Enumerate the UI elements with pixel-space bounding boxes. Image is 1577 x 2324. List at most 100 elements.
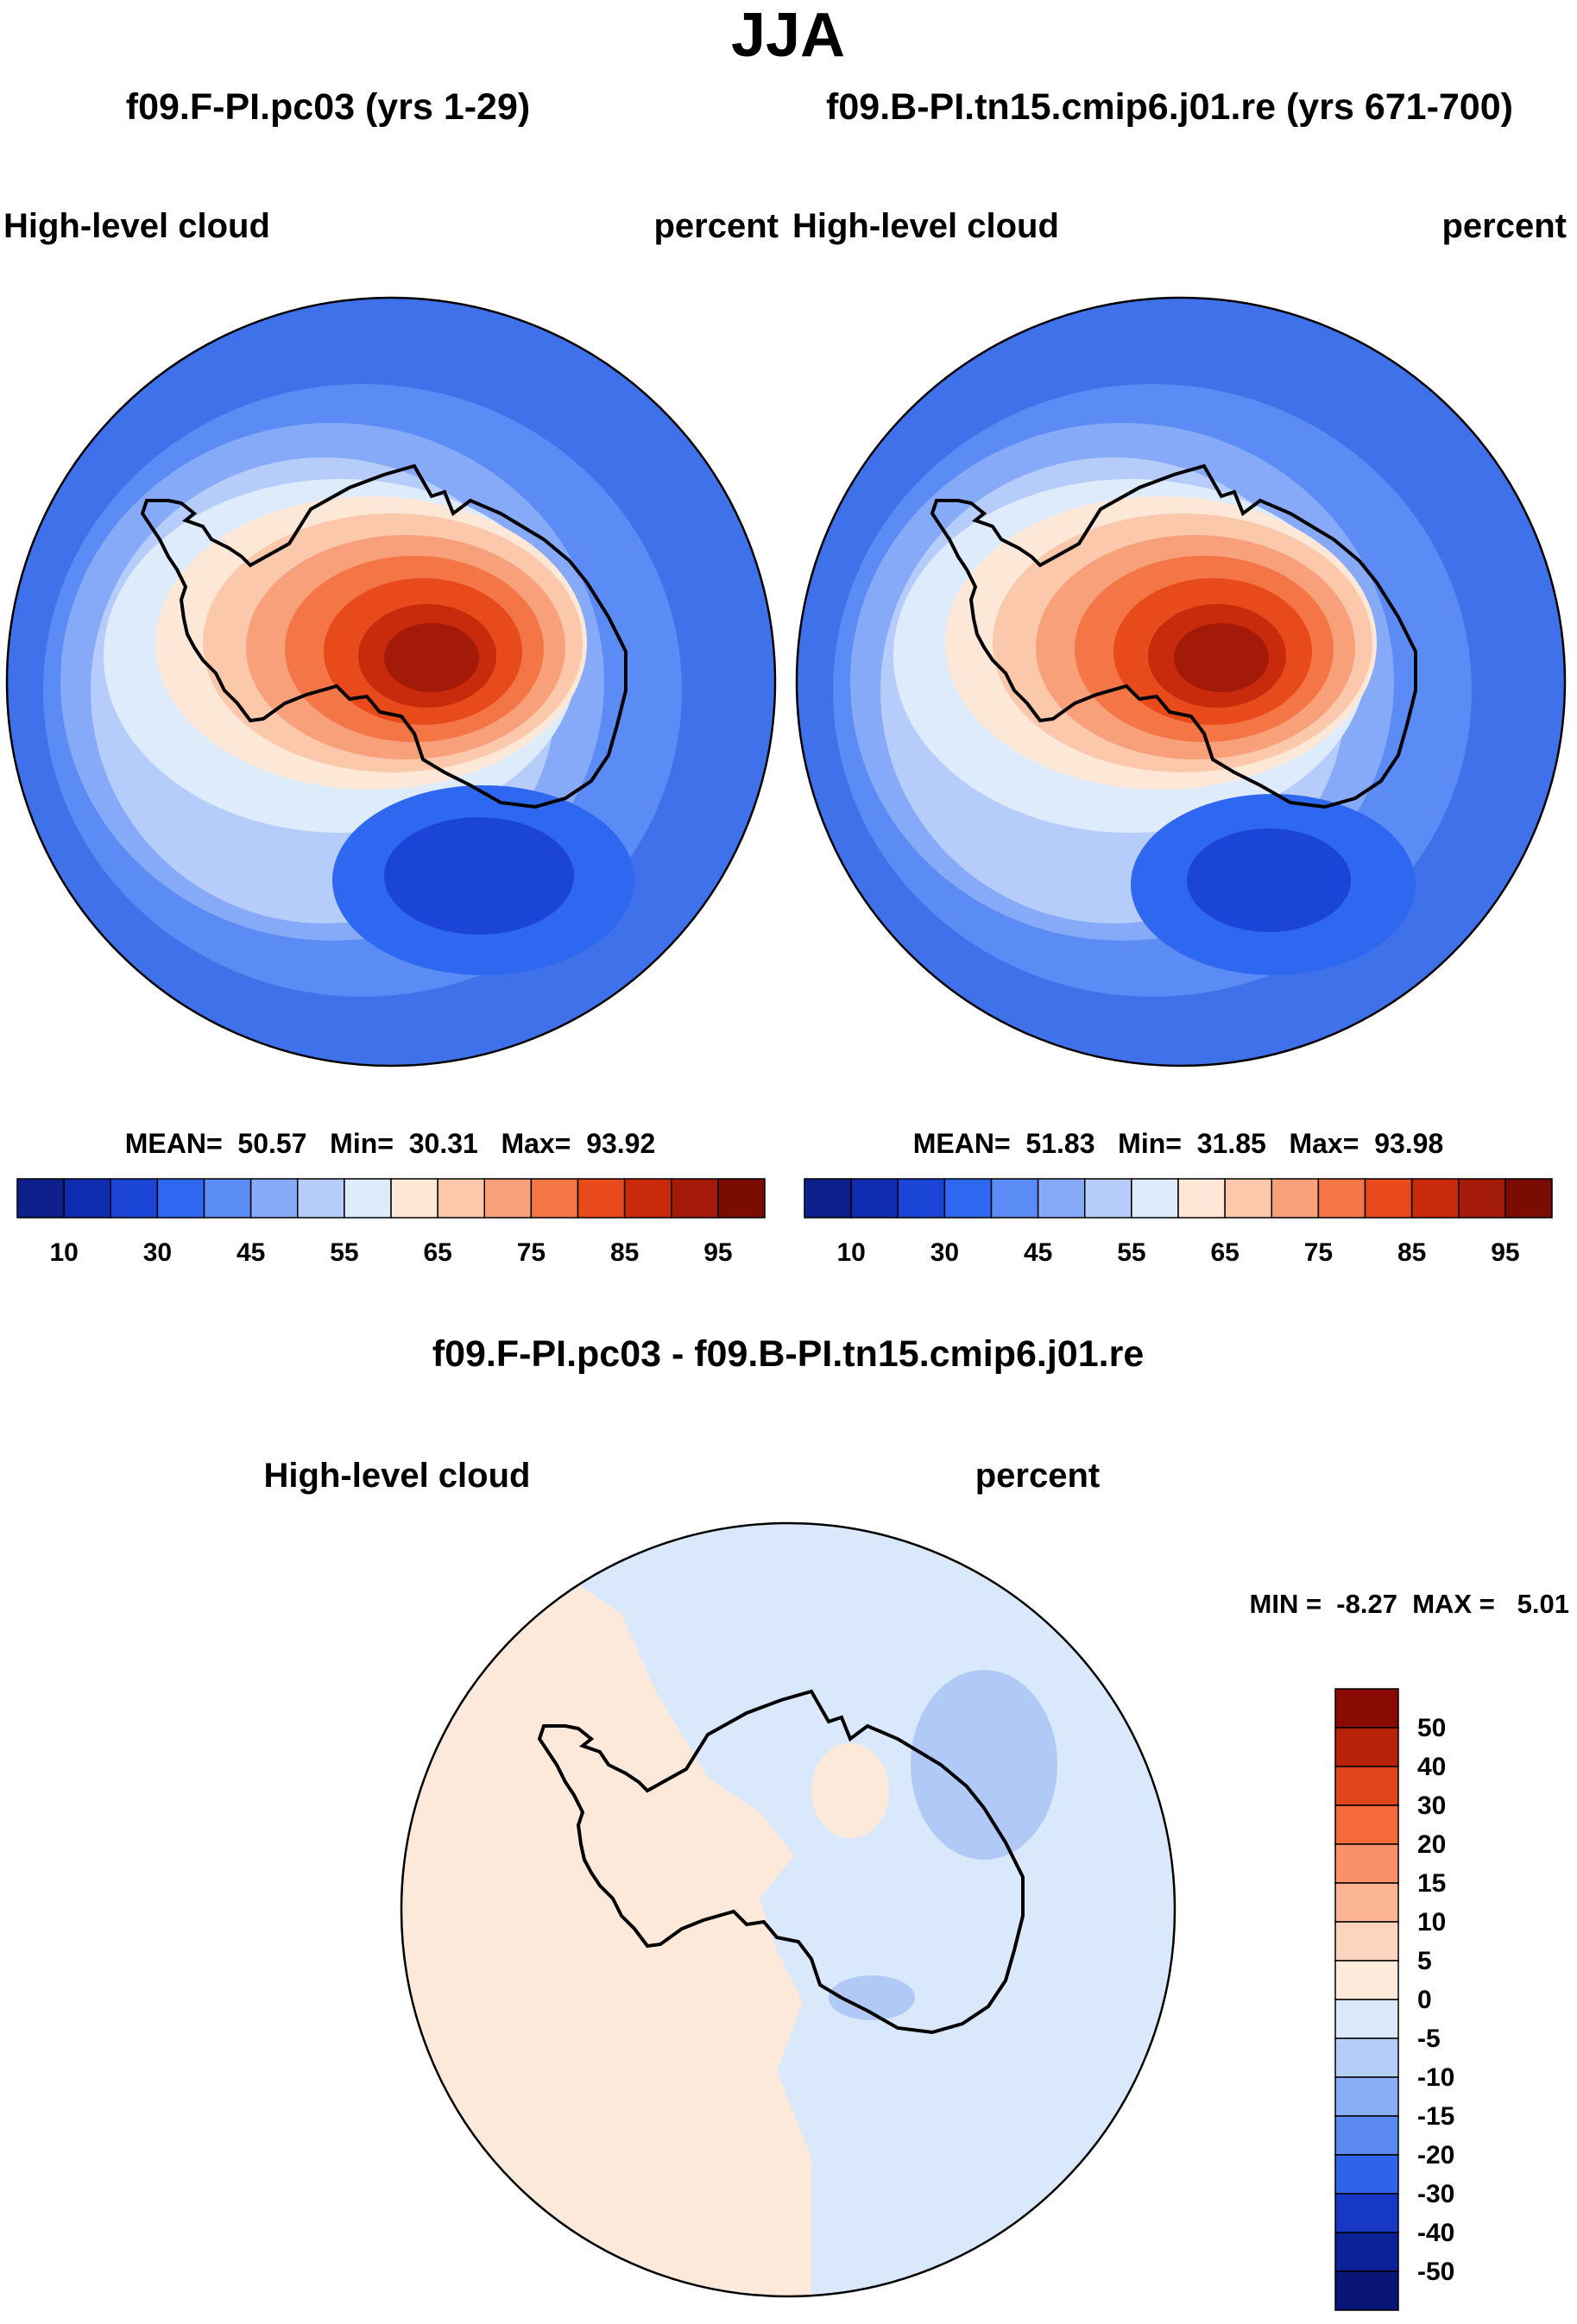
- colorbar-tick-label: 0: [1417, 1986, 1432, 2014]
- panel-right-units: percent: [1441, 207, 1568, 245]
- main-title: JJA: [730, 1, 846, 70]
- colorbar-tick-label: 65: [1210, 1238, 1239, 1267]
- colorbar-tick-label: 30: [930, 1238, 959, 1267]
- colorbar-box: [530, 1178, 579, 1219]
- colorbar-box: [1224, 1178, 1272, 1219]
- max-value: 93.98: [1374, 1128, 1444, 1159]
- colorbar-tick-label: 20: [1417, 1830, 1446, 1859]
- colorbar-box: [1334, 2076, 1399, 2117]
- band-90: [1174, 623, 1269, 692]
- min-label: Min=: [1118, 1128, 1182, 1159]
- colorbar-tick-label: 10: [49, 1238, 78, 1267]
- colorbar-tick-label: -15: [1417, 2102, 1454, 2131]
- colorbar-box: [850, 1178, 899, 1219]
- colorbar-box: [1131, 1178, 1179, 1219]
- colorbar-box: [156, 1178, 205, 1219]
- colorbar-box: [623, 1178, 672, 1219]
- colorbar-tick-label: 55: [1117, 1238, 1145, 1267]
- max-label: Max=: [1289, 1128, 1359, 1159]
- colorbar-box: [437, 1178, 485, 1219]
- colorbar-box: [1334, 2037, 1399, 2078]
- colorbar-tick-label: 40: [1417, 1753, 1446, 1781]
- min-value: 31.85: [1196, 1128, 1266, 1159]
- colorbar-box: [1334, 2193, 1399, 2233]
- colorbar-box: [1334, 2232, 1399, 2272]
- colorbar-tick-label: -10: [1417, 2063, 1454, 2092]
- colorbar-box: [1334, 1766, 1399, 1806]
- colorbar-box: [1410, 1178, 1460, 1219]
- colorbar-tick-label: 95: [1491, 1238, 1519, 1267]
- colorbar-tick-label: 75: [1304, 1238, 1333, 1267]
- colorbar-box: [1334, 2115, 1399, 2156]
- colorbar-box: [577, 1178, 626, 1219]
- diff-neg-patch: [829, 1975, 915, 2020]
- colorbar-box: [16, 1178, 65, 1219]
- ross-sea-min: [384, 817, 574, 935]
- colorbar-tick-label: 45: [1024, 1238, 1052, 1267]
- panel-right-variable: High-level cloud: [792, 207, 1059, 245]
- colorbar-box: [1334, 2270, 1399, 2311]
- colorbar-box: [804, 1178, 852, 1219]
- colorbar-box: [203, 1178, 252, 1219]
- colorbar-box: [1271, 1178, 1320, 1219]
- difference-minmax: MIN = -8.27 MAX = 5.01: [1250, 1589, 1569, 1620]
- panel-left-units: percent: [653, 207, 779, 245]
- ross-sea-min: [1187, 828, 1351, 932]
- colorbar-box: [344, 1178, 392, 1219]
- mean-label: MEAN=: [124, 1128, 223, 1159]
- colorbar-box: [249, 1178, 299, 1219]
- map-border-right: [795, 296, 1567, 1068]
- colorbar-box: [1334, 1804, 1399, 1845]
- colorbar-right: 10 30 45 55 65 75 85 95: [804, 1178, 1553, 1267]
- mean-value: 51.83: [1025, 1128, 1095, 1159]
- max-value: 93.92: [586, 1128, 656, 1159]
- colorbar-box: [1037, 1178, 1086, 1219]
- colorbar-box: [1177, 1178, 1226, 1219]
- right-map: [795, 296, 1567, 1068]
- colorbar-tick-label: 75: [517, 1238, 546, 1267]
- colorbar-tick-label: 10: [1417, 1908, 1446, 1937]
- colorbar-box: [1334, 1921, 1399, 1962]
- colorbar-box: [63, 1178, 111, 1219]
- colorbar-tick-label: -40: [1417, 2219, 1454, 2247]
- min-label: MIN =: [1249, 1589, 1322, 1619]
- diff-pos-patch: [811, 1743, 889, 1838]
- max-value: 5.01: [1517, 1589, 1569, 1619]
- colorbar-box: [1084, 1178, 1132, 1219]
- left-map: [5, 296, 777, 1068]
- colorbar-tick-label: 50: [1417, 1714, 1446, 1742]
- colorbar-tick-label: 85: [1397, 1238, 1426, 1267]
- colorbar-tick-label: -20: [1417, 2141, 1454, 2170]
- colorbar-box: [1364, 1178, 1413, 1219]
- panel-right-title: f09.B-PI.tn15.cmip6.j01.re (yrs 671-700): [826, 86, 1513, 128]
- colorbar-box: [1317, 1178, 1366, 1219]
- difference-units: percent: [975, 1457, 1101, 1495]
- diff-pos-small: [401, 1523, 811, 2296]
- colorbar-box: [297, 1178, 345, 1219]
- colorbar-box: [110, 1178, 159, 1219]
- mean-label: MEAN=: [912, 1128, 1011, 1159]
- colorbar-tick-label: 30: [143, 1238, 172, 1267]
- min-value: -8.27: [1336, 1589, 1397, 1619]
- colorbar-box: [390, 1178, 438, 1219]
- colorbar-tick-label: 10: [836, 1238, 865, 1267]
- colorbar-box: [1334, 1882, 1399, 1923]
- max-label: MAX =: [1412, 1589, 1495, 1619]
- colorbar-tick-label: 45: [237, 1238, 265, 1267]
- colorbar-tick-label: 55: [330, 1238, 358, 1267]
- colorbar-box: [897, 1178, 946, 1219]
- min-value: 30.31: [408, 1128, 478, 1159]
- mean-value: 50.57: [237, 1128, 307, 1159]
- map-border-diff: [400, 1521, 1176, 2298]
- map-border-left: [5, 296, 777, 1068]
- panel-left-title: f09.F-PI.pc03 (yrs 1-29): [125, 86, 531, 128]
- difference-map: [400, 1521, 1176, 2298]
- colorbar-box: [483, 1178, 533, 1219]
- difference-variable: High-level cloud: [263, 1457, 531, 1495]
- colorbar-tick-label: 95: [703, 1238, 732, 1267]
- colorbar-box: [717, 1178, 766, 1219]
- diff-neg-patch: [911, 1670, 1057, 1860]
- colorbar-tick-label: 15: [1417, 1869, 1446, 1898]
- colorbar-tick-label: -30: [1417, 2180, 1454, 2208]
